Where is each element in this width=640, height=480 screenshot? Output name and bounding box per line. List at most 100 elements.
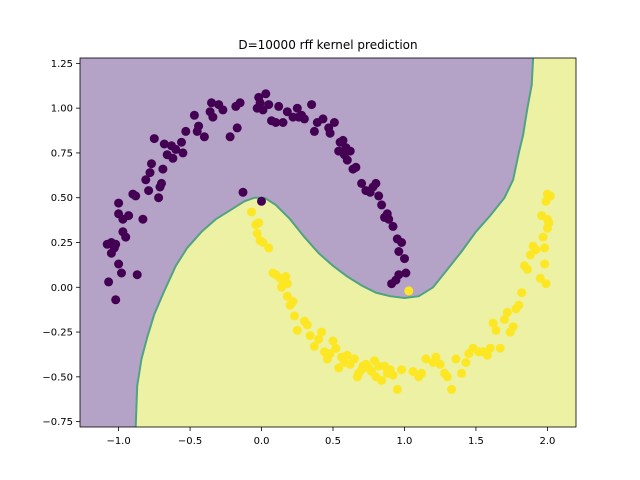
point-class-1 <box>377 375 387 385</box>
x-tick-label: 1.0 <box>397 436 413 447</box>
point-class-0 <box>159 139 169 149</box>
region-class-1 <box>135 58 576 427</box>
point-class-0 <box>400 254 409 264</box>
chart-title: D=10000 rff kernel prediction <box>238 38 417 52</box>
point-class-0 <box>261 89 271 99</box>
point-class-0 <box>309 126 319 136</box>
y-tick-label: 1.25 <box>51 59 73 70</box>
point-class-1 <box>292 325 302 335</box>
point-class-1 <box>514 300 524 310</box>
point-class-0 <box>318 114 328 124</box>
point-class-0 <box>292 103 302 113</box>
point-class-0 <box>394 247 404 256</box>
x-tick-label: 1.5 <box>468 436 484 447</box>
point-class-0 <box>278 118 288 127</box>
point-class-1 <box>488 318 498 328</box>
point-class-0 <box>177 137 186 147</box>
point-class-0 <box>235 98 245 108</box>
point-class-1 <box>281 272 291 281</box>
point-class-1 <box>540 259 550 269</box>
point-class-1 <box>247 207 256 217</box>
point-class-0 <box>208 112 218 122</box>
y-axis-ticks: −0.75 −0.50 −0.25 0.00 0.25 0.50 0.75 1.00 1.25 <box>42 59 80 428</box>
point-class-1 <box>282 279 292 289</box>
point-class-0 <box>178 148 188 158</box>
point-class-1 <box>485 343 495 353</box>
point-class-0 <box>388 221 398 231</box>
point-class-1 <box>417 368 427 378</box>
scatter-points <box>102 89 555 394</box>
point-class-0 <box>145 168 155 178</box>
point-class-1 <box>302 320 312 330</box>
point-class-1 <box>447 384 457 394</box>
point-class-0 <box>111 295 121 305</box>
point-class-1 <box>282 291 292 301</box>
point-class-1 <box>491 325 501 335</box>
point-class-0 <box>171 144 181 154</box>
point-class-0 <box>271 118 281 127</box>
point-class-0 <box>106 248 116 258</box>
point-class-0 <box>238 187 248 197</box>
x-tick-label: 0.5 <box>325 436 341 447</box>
point-class-1 <box>531 245 541 255</box>
point-class-0 <box>225 132 235 142</box>
point-class-1 <box>517 288 527 298</box>
point-class-0 <box>357 178 367 188</box>
point-class-1 <box>421 354 431 364</box>
point-class-1 <box>288 297 298 307</box>
point-class-1 <box>408 367 418 376</box>
point-class-0 <box>114 259 124 269</box>
point-class-0 <box>307 100 317 110</box>
y-tick-label: 1.00 <box>51 104 73 115</box>
point-class-0 <box>132 270 142 280</box>
point-class-0 <box>111 239 121 249</box>
point-class-1 <box>334 363 344 373</box>
point-class-0 <box>189 110 199 120</box>
point-class-0 <box>194 121 204 131</box>
point-class-1 <box>258 238 268 247</box>
point-class-1 <box>457 368 467 378</box>
point-class-1 <box>508 322 518 332</box>
point-class-0 <box>157 178 166 188</box>
point-class-0 <box>207 98 216 108</box>
point-class-1 <box>451 354 461 364</box>
point-class-1 <box>461 358 471 367</box>
point-class-0 <box>345 146 355 156</box>
x-tick-label: 0.0 <box>254 436 270 447</box>
point-class-1 <box>431 352 441 362</box>
y-tick-label: −0.75 <box>42 417 73 428</box>
y-tick-label: 0.25 <box>51 238 73 249</box>
point-class-1 <box>535 273 545 283</box>
x-tick-label: −1.0 <box>106 436 130 447</box>
point-class-1 <box>388 370 398 380</box>
point-class-0 <box>149 134 159 144</box>
point-class-1 <box>442 372 452 382</box>
point-class-0 <box>384 214 394 224</box>
point-class-1 <box>404 286 414 296</box>
point-class-1 <box>317 327 327 337</box>
point-class-0 <box>401 268 411 278</box>
point-class-0 <box>299 114 309 124</box>
point-class-1 <box>545 191 555 201</box>
point-class-0 <box>387 279 397 289</box>
point-class-1 <box>500 315 509 324</box>
point-class-1 <box>540 243 550 253</box>
point-class-0 <box>158 164 168 174</box>
point-class-1 <box>305 331 315 341</box>
point-class-0 <box>351 162 361 172</box>
point-class-1 <box>252 229 262 238</box>
point-class-1 <box>328 336 338 346</box>
point-class-0 <box>377 200 387 210</box>
point-class-1 <box>525 250 535 260</box>
point-class-0 <box>258 105 268 115</box>
decision-boundary <box>134 58 535 427</box>
point-class-0 <box>114 198 124 208</box>
point-class-1 <box>264 243 274 253</box>
point-class-0 <box>104 277 114 287</box>
point-class-1 <box>331 343 341 353</box>
point-class-0 <box>255 98 265 108</box>
point-class-1 <box>435 359 445 369</box>
point-class-1 <box>541 279 551 289</box>
point-class-1 <box>342 350 352 360</box>
point-class-1 <box>309 341 319 351</box>
